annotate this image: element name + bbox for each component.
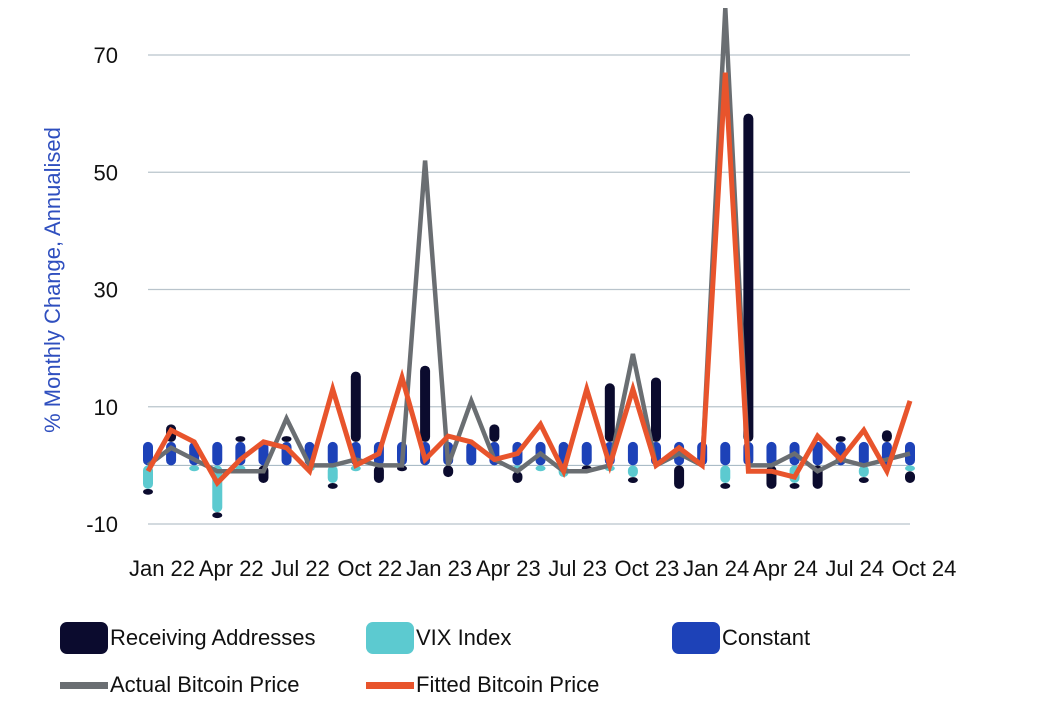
- bar-receiving-addresses: [720, 482, 731, 489]
- bar-constant: [212, 441, 223, 466]
- bar-vix-index: [189, 465, 200, 472]
- x-tick-label: Apr 23: [476, 556, 541, 581]
- bar-receiving-addresses: [443, 465, 454, 478]
- bar-constant: [627, 441, 638, 466]
- bar-vix-index: [905, 465, 915, 472]
- legend-label: Fitted Bitcoin Price: [416, 672, 600, 697]
- y-axis-title: % Monthly Change, Annualised: [40, 127, 65, 433]
- line-fitted-bitcoin-price: [145, 72, 913, 488]
- bar-constant: [258, 441, 269, 466]
- bar-constant: [143, 441, 153, 466]
- bar-receiving-addresses: [350, 371, 361, 442]
- bar-receiving-addresses: [327, 482, 338, 489]
- bar-receiving-addresses: [604, 383, 615, 442]
- bar-receiving-addresses: [235, 436, 246, 442]
- bar-constant: [766, 441, 777, 466]
- x-axis-ticks: Jan 22 Apr 22 Jul 22 Oct 22 Jan 23 Apr 23 Jul …: [129, 556, 956, 581]
- x-tick-label: Oct 22: [337, 556, 402, 581]
- bar-receiving-addresses: [373, 465, 384, 483]
- bar-constant: [812, 441, 823, 466]
- x-tick-label: Oct 23: [615, 556, 680, 581]
- bar-vix-index: [858, 465, 869, 478]
- legend-swatch-actual-bitcoin-price: [60, 681, 108, 689]
- x-tick-label: Jan 22: [129, 556, 195, 581]
- bar-receiving-addresses: [789, 482, 800, 489]
- bar-constant: [581, 441, 592, 466]
- bar-receiving-addresses: [858, 477, 869, 483]
- bar-receiving-addresses: [651, 377, 661, 442]
- legend-label: Receiving Addresses: [110, 625, 316, 650]
- bar-receiving-addresses: [905, 471, 915, 483]
- x-tick-label: Apr 22: [199, 556, 264, 581]
- x-tick-label: Jan 23: [406, 556, 472, 581]
- legend-swatch-constant: [672, 622, 720, 654]
- y-tick-label: 30: [94, 278, 118, 303]
- bar-vix-index: [327, 465, 338, 483]
- legend: Receiving Addresses VIX Index Constant A…: [60, 618, 1020, 718]
- bar-receiving-addresses: [420, 365, 431, 442]
- bar-receiving-addresses: [512, 471, 523, 483]
- legend-item-vix-index: VIX Index: [366, 622, 511, 654]
- line-series: [145, 7, 913, 488]
- y-tick-label: 70: [94, 43, 118, 68]
- x-tick-label: Jul 22: [271, 556, 330, 581]
- y-tick-label: 50: [94, 160, 118, 185]
- y-tick-label: -10: [86, 512, 118, 537]
- bar-receiving-addresses: [281, 436, 292, 442]
- bar-receiving-addresses: [143, 488, 153, 495]
- bar-vix-index: [535, 465, 546, 472]
- bar-receiving-addresses: [674, 465, 685, 489]
- gridlines: [148, 54, 910, 525]
- x-tick-label: Jul 23: [548, 556, 607, 581]
- x-tick-label: Jul 24: [825, 556, 884, 581]
- bar-vix-index: [720, 465, 731, 483]
- bar-receiving-addresses: [881, 430, 892, 442]
- legend-swatch-vix-index: [366, 622, 414, 654]
- bar-receiving-addresses: [627, 477, 638, 483]
- bar-receiving-addresses: [743, 113, 754, 442]
- legend-label: Actual Bitcoin Price: [110, 672, 300, 697]
- legend-swatch-receiving-addresses: [60, 622, 108, 654]
- legend-item-constant: Constant: [672, 622, 810, 654]
- bar-vix-index: [627, 465, 638, 478]
- bar-constant: [720, 441, 731, 466]
- y-axis-ticks: -10 10 30 50 70: [86, 43, 118, 537]
- bar-constant: [858, 441, 869, 466]
- legend-item-fitted-bitcoin-price: Fitted Bitcoin Price: [366, 672, 599, 698]
- bar-constant: [466, 441, 477, 466]
- bar-receiving-addresses: [489, 424, 500, 442]
- y-tick-label: 10: [94, 395, 118, 420]
- legend-label: VIX Index: [416, 625, 512, 650]
- line-actual-bitcoin-price: [146, 7, 911, 474]
- legend-item-receiving-addresses: Receiving Addresses: [60, 622, 315, 654]
- bar-constant: [327, 441, 338, 466]
- x-tick-label: Oct 24: [892, 556, 957, 581]
- legend-label: Constant: [722, 625, 811, 650]
- x-tick-label: Apr 24: [753, 556, 818, 581]
- legend-item-actual-bitcoin-price: Actual Bitcoin Price: [60, 672, 300, 698]
- x-tick-label: Jan 24: [683, 556, 749, 581]
- bar-receiving-addresses: [835, 436, 846, 442]
- bar-series: [143, 113, 915, 519]
- bar-receiving-addresses: [212, 512, 223, 519]
- legend-swatch-fitted-bitcoin-price: [366, 681, 414, 689]
